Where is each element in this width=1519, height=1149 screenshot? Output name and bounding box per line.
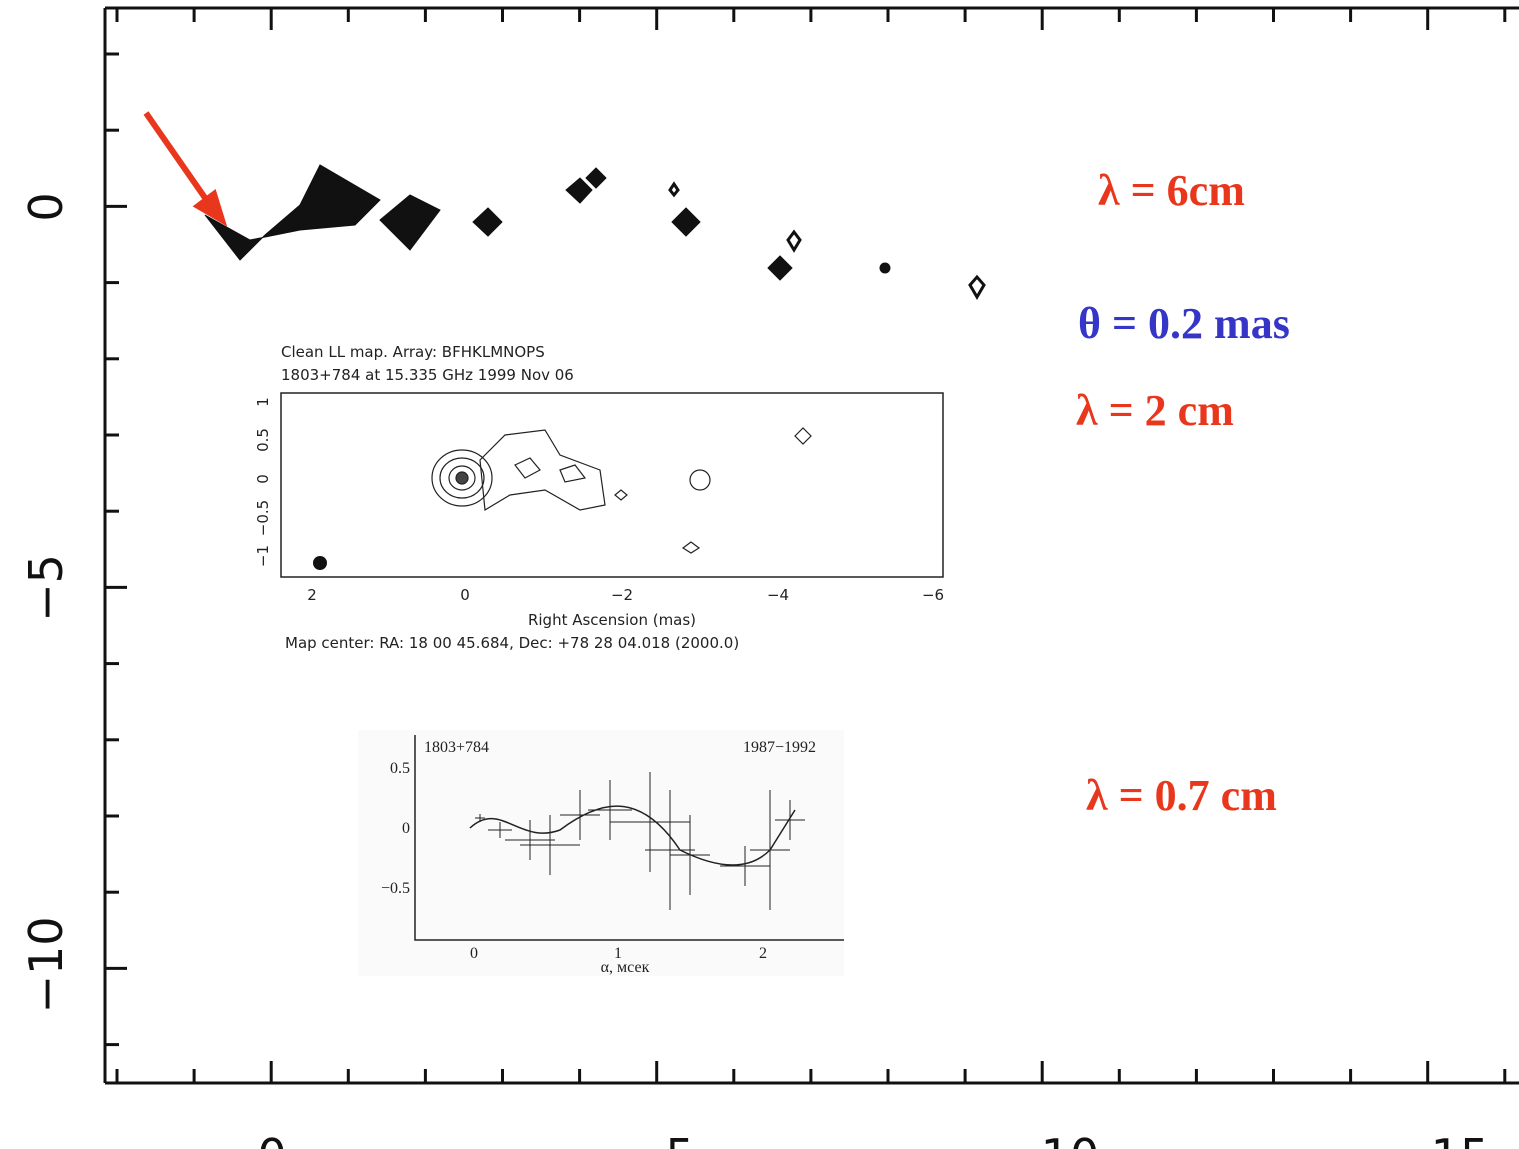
x-tick-label: 2 xyxy=(307,586,317,604)
y-tick-label: 0 xyxy=(402,820,410,837)
y-tick-label: 0.5 xyxy=(254,428,272,452)
annotation: λ = 0.7 cm xyxy=(1086,771,1277,820)
annotation: θ = 0.2 mas xyxy=(1078,299,1290,348)
inset-map: Clean LL map. Array: BFHKLMNOPS 1803+784… xyxy=(254,343,944,652)
y-tick-label: −5 xyxy=(19,554,73,622)
inset-title: 1803+784 at 15.335 GHz 1999 Nov 06 xyxy=(281,366,574,384)
x-tick-label: 0 xyxy=(257,1129,286,1149)
inset-title: Clean LL map. Array: BFHKLMNOPS xyxy=(281,343,545,361)
y-tick-label: 1 xyxy=(254,397,272,407)
x-tick-label: 2 xyxy=(759,945,767,962)
inset-background xyxy=(358,730,844,976)
inset-label: 1803+784 xyxy=(424,739,489,756)
x-tick-label: −4 xyxy=(767,586,789,604)
y-tick-label: −10 xyxy=(19,916,73,1013)
y-tick-label: −0.5 xyxy=(381,880,410,897)
x-tick-label: 0 xyxy=(460,586,470,604)
inset-label: 1987−1992 xyxy=(743,739,816,756)
y-tick-label: −1 xyxy=(254,545,272,567)
x-tick-label: −2 xyxy=(611,586,633,604)
jet-contours-6cm xyxy=(205,165,890,280)
x-tick-label: 0 xyxy=(470,945,478,962)
x-tick-label: 5 xyxy=(665,1129,694,1149)
y-tick-label: −0.5 xyxy=(254,500,272,536)
y-tick-label: 0 xyxy=(254,474,272,484)
figure: 0 −5 −10 0 5 10 15 λ = 6cm θ = 0.2 mas λ… xyxy=(0,0,1519,1149)
beam xyxy=(313,556,327,570)
map-contours xyxy=(432,428,811,553)
x-tick-label: 10 xyxy=(1041,1129,1100,1149)
x-tick-label: 15 xyxy=(1431,1129,1490,1149)
inset-plot: 1803+784 1987−1992 0.5 0 −0.5 0 1 2 α, м… xyxy=(358,730,844,976)
x-tick-label: −6 xyxy=(922,586,944,604)
x-axis-label: Right Ascension (mas) xyxy=(528,611,696,629)
inset-frame xyxy=(281,393,943,577)
y-tick-label: 0 xyxy=(19,192,73,221)
annotation: λ = 6cm xyxy=(1098,166,1245,215)
inset-footer: Map center: RA: 18 00 45.684, Dec: +78 2… xyxy=(285,634,739,652)
x-axis-label: α, мсек xyxy=(601,959,650,976)
y-tick-label: 0.5 xyxy=(390,760,410,777)
annotation: λ = 2 cm xyxy=(1076,386,1234,435)
